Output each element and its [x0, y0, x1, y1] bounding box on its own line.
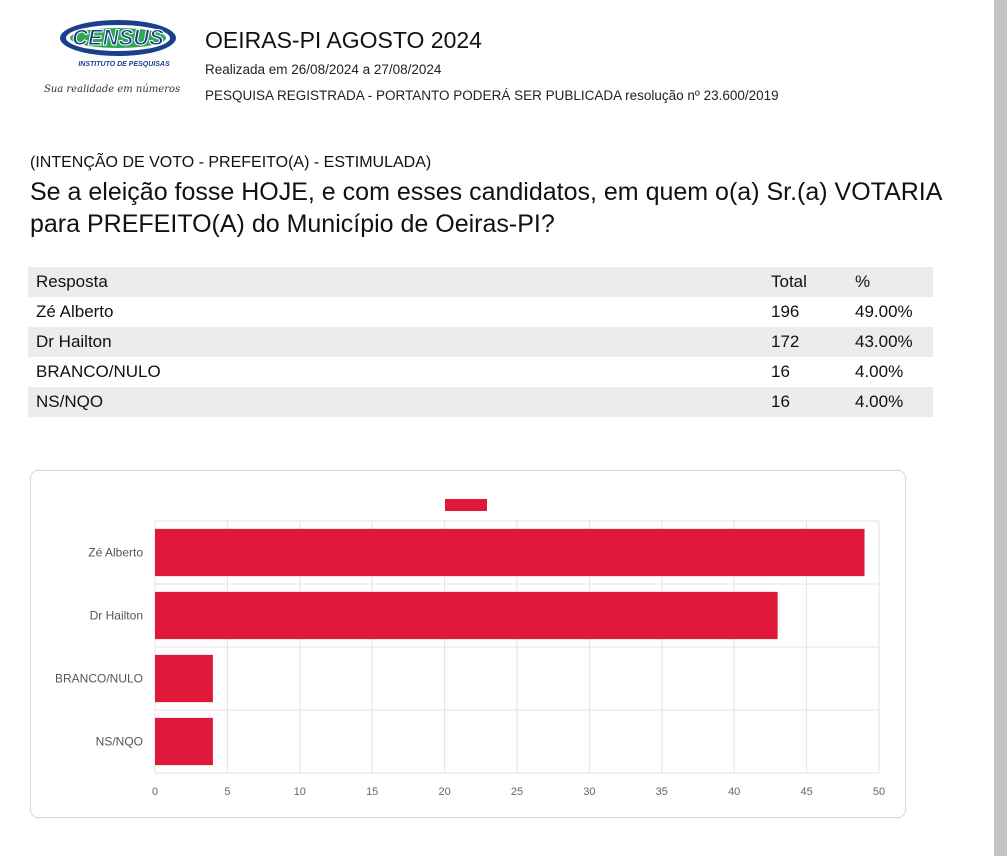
- table-row: BRANCO/NULO 16 4.00%: [28, 357, 933, 387]
- cell-answer: NS/NQO: [36, 392, 104, 411]
- cell-percent: 4.00%: [855, 392, 904, 411]
- x-tick-label: 5: [224, 786, 230, 798]
- results-table: Resposta Total % Zé Alberto 196 49.00% D…: [28, 267, 933, 417]
- bar: [155, 717, 213, 766]
- x-tick-label: 30: [583, 786, 595, 798]
- cell-total: 16: [771, 392, 790, 411]
- category-label: BRANCO/NULO: [55, 672, 143, 686]
- table-row: Zé Alberto 196 49.00%: [28, 297, 933, 327]
- x-tick-label: 25: [511, 786, 523, 798]
- page-title: OEIRAS-PI AGOSTO 2024: [205, 27, 482, 53]
- window-edge: [994, 0, 1007, 856]
- x-tick-label: 15: [366, 786, 378, 798]
- cell-answer: BRANCO/NULO: [36, 362, 161, 381]
- bar: [155, 591, 778, 640]
- table-header-row: Resposta Total %: [28, 267, 933, 297]
- census-logo-icon: CENSUS: [60, 20, 176, 56]
- question-subtitle: (INTENÇÃO DE VOTO - PREFEITO(A) - ESTIMU…: [30, 154, 432, 171]
- chart-card: 0 5 10 15 20 25 30 35 40 45 50 Zé Alberto Dr Hailton…: [30, 470, 906, 818]
- cell-answer: Zé Alberto: [36, 302, 114, 321]
- x-tick-label: 35: [656, 786, 668, 798]
- x-tick-label: 20: [438, 786, 450, 798]
- category-label: Dr Hailton: [90, 609, 143, 623]
- survey-dates: Realizada em 26/08/2024 a 27/08/2024: [205, 62, 442, 77]
- table-row: Dr Hailton 172 43.00%: [28, 327, 933, 357]
- x-tick-label: 0: [152, 786, 158, 798]
- logo-tagline: Sua realidade em números: [44, 84, 181, 95]
- cell-answer: Dr Hailton: [36, 332, 112, 351]
- bar-chart: 0 5 10 15 20 25 30 35 40 45 50 Zé Alberto Dr Hailton…: [55, 499, 885, 798]
- cell-percent: 43.00%: [855, 332, 913, 351]
- cell-percent: 49.00%: [855, 302, 913, 321]
- cell-total: 172: [771, 332, 800, 351]
- x-tick-label: 50: [873, 786, 885, 798]
- cell-total: 16: [771, 362, 790, 381]
- table-row: NS/NQO 16 4.00%: [28, 387, 933, 417]
- x-tick-label: 45: [800, 786, 812, 798]
- header-total: Total: [771, 272, 807, 291]
- bar: [155, 528, 865, 577]
- census-logo: CENSUS INSTITUTO DE PESQUISAS Sua realid…: [44, 18, 189, 98]
- cell-total: 196: [771, 302, 800, 321]
- logo-subtitle: INSTITUTO DE PESQUISAS: [78, 61, 170, 68]
- legend-swatch: [445, 499, 487, 511]
- question-text: Se a eleição fosse HOJE, e com esses can…: [30, 178, 942, 238]
- x-tick-label: 40: [728, 786, 740, 798]
- category-label: Zé Alberto: [88, 546, 143, 560]
- bar: [155, 654, 213, 703]
- cell-percent: 4.00%: [855, 362, 904, 381]
- registration-note: PESQUISA REGISTRADA - PORTANTO PODERÁ SE…: [205, 88, 779, 103]
- x-tick-label: 10: [294, 786, 306, 798]
- header-percent: %: [855, 272, 871, 291]
- category-label: NS/NQO: [96, 735, 143, 749]
- header-resposta: Resposta: [36, 272, 108, 291]
- svg-text:CENSUS: CENSUS: [72, 25, 164, 50]
